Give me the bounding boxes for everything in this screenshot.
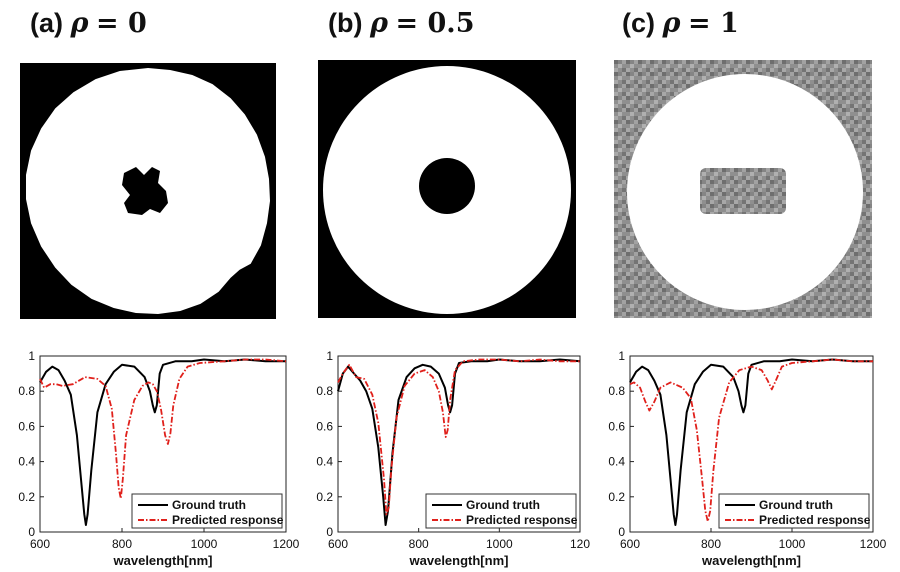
legend-label: Predicted response: [172, 513, 284, 527]
panel-c-rho: ρ: [662, 8, 681, 39]
y-tick-label: 0.6: [18, 419, 35, 433]
y-tick-label: 0.6: [316, 419, 333, 433]
legend-label: Ground truth: [466, 498, 540, 512]
panel-b-value: = 0.5: [395, 8, 475, 39]
x-tick-label: 120: [570, 537, 590, 551]
pattern-image-a: [20, 63, 276, 319]
legend-box: [425, 493, 577, 529]
y-tick-label: 0: [28, 525, 35, 539]
y-tick-label: 0.2: [18, 490, 35, 504]
x-tick-label: 1000: [779, 537, 806, 551]
panel-a-label: (a): [30, 8, 63, 38]
x-tick-label: 600: [620, 537, 640, 551]
x-tick-label: 800: [409, 537, 429, 551]
pattern-b-round-hole: [419, 158, 475, 214]
x-axis-label: wavelength[nm]: [409, 553, 509, 568]
plot-b: 0 0.2 0.4 0.6 0.8 1 600 800 1000 120 wavelength[nm…: [298, 336, 598, 572]
plot-c-svg: 0 0.2 0.4 0.6 0.8 1 600 800 1000 1200 wavelength[n…: [608, 349, 887, 568]
y-tick-label: 0.2: [316, 490, 333, 504]
x-tick-label: 1000: [191, 537, 218, 551]
x-tick-label: 1000: [486, 537, 513, 551]
x-tick-label: 1200: [860, 537, 887, 551]
pattern-c-svg: [614, 60, 872, 318]
x-tick-label: 800: [112, 537, 132, 551]
y-tick-label: 0.6: [608, 419, 625, 433]
pattern-a-svg: [20, 63, 276, 319]
plot-a-svg: 0 0.2 0.4 0.6 0.8 1 600 800 1000 1200 wavelength[n…: [18, 349, 300, 568]
x-tick-label: 800: [701, 537, 721, 551]
series-predicted-line: [39, 358, 287, 500]
panel-a-value: = 0: [96, 8, 147, 39]
panel-a-rho: ρ: [70, 8, 89, 39]
y-tick-label: 1: [618, 349, 625, 363]
panel-c-label: (c): [622, 8, 655, 38]
pattern-b-svg: [318, 60, 576, 318]
panel-c-value: = 1: [688, 8, 739, 39]
y-tick-label: 0.8: [608, 384, 625, 398]
pattern-image-b: [318, 60, 576, 318]
y-tick-label: 0.2: [608, 490, 625, 504]
x-tick-label: 600: [30, 537, 50, 551]
legend-label: Ground truth: [172, 498, 246, 512]
legend-box: [718, 493, 870, 529]
x-tick-label: 600: [328, 537, 348, 551]
series-ground-truth-line: [337, 358, 581, 526]
series-predicted-line: [337, 358, 580, 516]
x-axis-label: wavelength[nm]: [113, 553, 213, 568]
y-tick-label: 0.8: [18, 384, 35, 398]
panel-b-rho: ρ: [370, 8, 388, 39]
series-predicted-line: [629, 358, 873, 523]
y-tick-label: 0.4: [316, 455, 333, 469]
legend-label: Predicted response: [759, 513, 871, 527]
series-ground-truth-line: [629, 358, 873, 526]
y-tick-label: 0.4: [18, 455, 35, 469]
panel-c-title: (c) ρ = 1: [622, 8, 739, 39]
y-tick-label: 0: [618, 525, 625, 539]
legend-box: [131, 493, 283, 529]
y-tick-label: 1: [28, 349, 35, 363]
panel-a-title: (a) ρ = 0: [30, 8, 147, 39]
legend-label: Predicted response: [466, 513, 578, 527]
y-tick-label: 1: [326, 349, 333, 363]
pattern-image-c: [614, 60, 872, 318]
x-axis-label: wavelength[nm]: [701, 553, 801, 568]
y-tick-label: 0.4: [608, 455, 625, 469]
plot-a: 0 0.2 0.4 0.6 0.8 1 600 800 1000 1200 wavelength[n…: [0, 336, 300, 572]
x-tick-label: 1200: [273, 537, 300, 551]
y-tick-label: 0: [326, 525, 333, 539]
series-ground-truth-line: [39, 358, 286, 526]
plot-c: 0 0.2 0.4 0.6 0.8 1 600 800 1000 1200 wavelength[n…: [592, 336, 892, 572]
panel-b-label: (b): [328, 8, 363, 38]
plot-b-svg: 0 0.2 0.4 0.6 0.8 1 600 800 1000 120 wavelength[nm…: [316, 349, 590, 568]
legend-label: Ground truth: [759, 498, 833, 512]
pattern-a-cross-hole: [122, 167, 168, 215]
pattern-c-rect-hole: [700, 168, 786, 214]
y-tick-label: 0.8: [316, 384, 333, 398]
panel-b-title: (b) ρ = 0.5: [328, 8, 474, 39]
